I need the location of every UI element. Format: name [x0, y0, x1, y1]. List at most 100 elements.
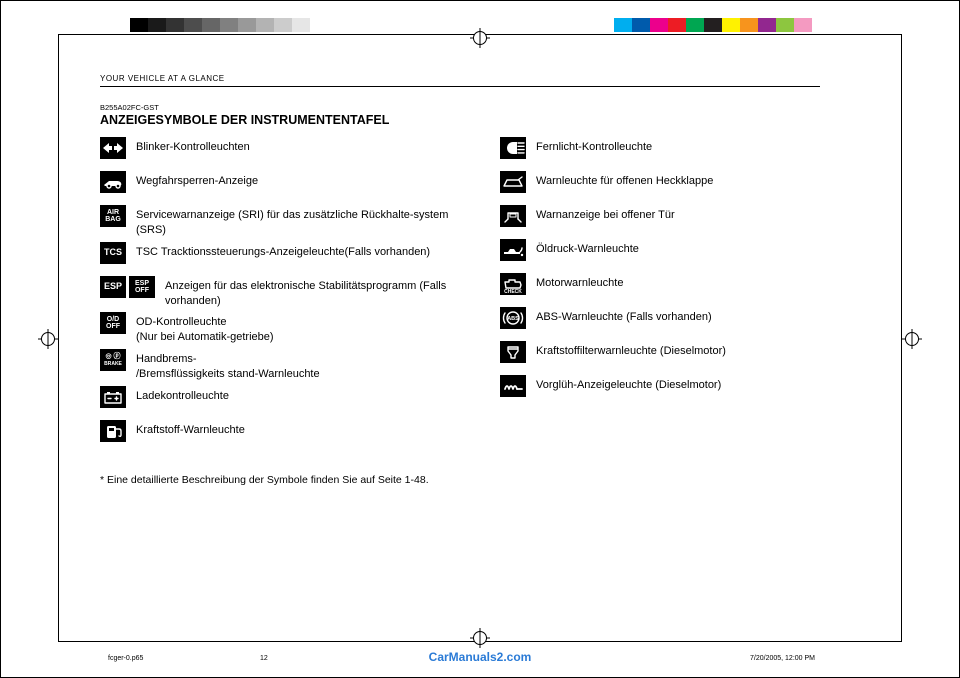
indicator-row: Warnanzeige bei offener Tür [500, 205, 860, 235]
tcs-icon: TCS [100, 242, 126, 264]
indicator-row: Vorglüh-Anzeigeleuchte (Dieselmotor) [500, 375, 860, 405]
battery-icon [100, 386, 126, 408]
indicator-label: Anzeigen für das elektronische Stabilitä… [165, 276, 460, 309]
footnote: * Eine detaillierte Beschreibung der Sym… [100, 474, 860, 486]
indicator-icon: CHECK [500, 273, 526, 295]
indicator-row: ◎ ⓟBRAKE Handbrems- /Bremsflüssigkeits st… [100, 349, 460, 382]
indicator-row: Wegfahrsperren-Anzeige [100, 171, 460, 201]
calibration-swatch [274, 18, 292, 32]
calibration-swatch [686, 18, 704, 32]
section-code: B255A02FC-GST [100, 103, 860, 112]
calibration-swatch [292, 18, 310, 32]
indicator-row: Öldruck-Warnleuchte [500, 239, 860, 269]
indicator-icon [500, 205, 526, 227]
indicator-label: Handbrems- /Bremsflüssigkeits stand-Warn… [136, 349, 320, 382]
abs-icon: ABS [500, 307, 526, 329]
indicator-label: TSC Tracktionssteuerungs-Anzeigeleuchte(… [136, 242, 430, 260]
color-calibration-bar [614, 18, 830, 32]
registration-mark-bottom [470, 628, 490, 648]
calibration-swatch [256, 18, 274, 32]
grayscale-calibration-bar [130, 18, 346, 32]
indicator-row: ABSABS-Warnleuchte (Falls vorhanden) [500, 307, 860, 337]
indicator-icon [500, 341, 526, 363]
indicator-row: Kraftstoffilterwarnleuchte (Dieselmotor) [500, 341, 860, 371]
svg-text:ABS: ABS [507, 316, 519, 322]
svg-text:CHECK: CHECK [504, 289, 522, 295]
indicator-label: Vorglüh-Anzeigeleuchte (Dieselmotor) [536, 375, 721, 393]
indicator-icon [100, 386, 126, 408]
calibration-swatch [650, 18, 668, 32]
fuelfilter-icon [500, 341, 526, 363]
indicator-row: CHECK Motorwarnleuchte [500, 273, 860, 303]
indicator-icon [100, 137, 126, 159]
watermark: CarManuals2.com [429, 650, 532, 664]
left-column: Blinker-Kontrolleuchten Wegfahrsperren-An… [100, 137, 460, 454]
indicator-label: Servicewarnanzeige (SRI) für das zusätzl… [136, 205, 460, 238]
section-title: ANZEIGESYMBOLE DER INSTRUMENTENTAFEL [100, 113, 860, 127]
indicator-icon [100, 171, 126, 193]
calibration-swatch [238, 18, 256, 32]
highbeam-icon [500, 137, 526, 159]
indicator-icon [500, 171, 526, 193]
indicator-row: ESPESP OFF Anzeigen für das elektronische… [100, 276, 460, 309]
indicator-icon [500, 239, 526, 261]
airbag-icon: AIR BAG [100, 205, 126, 227]
calibration-swatch [740, 18, 758, 32]
footer-page: 12 [260, 655, 268, 662]
indicator-icon: AIR BAG [100, 205, 126, 227]
calibration-swatch [328, 18, 346, 32]
check-icon: CHECK [500, 273, 526, 295]
indicator-row: TCS TSC Tracktionssteuerungs-Anzeigeleuch… [100, 242, 460, 272]
indicator-label: Öldruck-Warnleuchte [536, 239, 639, 257]
indicator-label: Ladekontrolleuchte [136, 386, 229, 404]
indicator-row: Blinker-Kontrolleuchten [100, 137, 460, 167]
calibration-swatch [794, 18, 812, 32]
indicator-label: Wegfahrsperren-Anzeige [136, 171, 258, 189]
right-column: Fernlicht-Kontrolleuchte Warnleuchte für … [500, 137, 860, 454]
indicator-row: Ladekontrolleuchte [100, 386, 460, 416]
odoff-icon: O/D OFF [100, 312, 126, 334]
calibration-swatch [202, 18, 220, 32]
registration-mark-left [38, 329, 58, 349]
indicator-icon: ESP [100, 276, 126, 298]
calibration-swatch [632, 18, 650, 32]
immob-icon [100, 171, 126, 193]
footer-date: 7/20/2005, 12:00 PM [750, 655, 815, 662]
running-head: YOUR VEHICLE AT A GLANCE [100, 74, 860, 85]
indicator-label: OD-Kontrolleuchte (Nur bei Automatik-get… [136, 312, 274, 345]
indicator-label: Kraftstoff-Warnleuchte [136, 420, 245, 438]
indicator-label: Motorwarnleuchte [536, 273, 623, 291]
turn-icon [100, 137, 126, 159]
indicator-label: Fernlicht-Kontrolleuchte [536, 137, 652, 155]
esp-icon: ESPESP OFF [100, 276, 155, 298]
indicator-icon [500, 375, 526, 397]
indicator-icon: O/D OFF [100, 312, 126, 334]
calibration-swatch [614, 18, 632, 32]
registration-mark-top [470, 28, 490, 48]
indicator-row: Warnleuchte für offenen Heckklappe [500, 171, 860, 201]
brake-icon: ◎ ⓟBRAKE [100, 349, 126, 371]
indicator-icon: ESP OFF [129, 276, 155, 298]
indicator-row: Kraftstoff-Warnleuchte [100, 420, 460, 450]
registration-mark-right [902, 329, 922, 349]
indicator-icon: TCS [100, 242, 126, 264]
calibration-swatch [758, 18, 776, 32]
indicator-icon [100, 420, 126, 442]
tailgate-icon [500, 171, 526, 193]
indicator-icon: ◎ ⓟBRAKE [100, 349, 126, 371]
calibration-swatch [812, 18, 830, 32]
calibration-swatch [776, 18, 794, 32]
indicator-row: O/D OFF OD-Kontrolleuchte (Nur bei Automa… [100, 312, 460, 345]
indicator-icon [500, 137, 526, 159]
indicator-icon: ABS [500, 307, 526, 329]
fuel-icon [100, 420, 126, 442]
calibration-swatch [148, 18, 166, 32]
indicator-label: Warnanzeige bei offener Tür [536, 205, 675, 223]
oil-icon [500, 239, 526, 261]
indicator-label: Warnleuchte für offenen Heckklappe [536, 171, 713, 189]
calibration-swatch [130, 18, 148, 32]
indicator-row: Fernlicht-Kontrolleuchte [500, 137, 860, 167]
symbol-columns: Blinker-Kontrolleuchten Wegfahrsperren-An… [100, 137, 860, 454]
glow-icon [500, 375, 526, 397]
door-icon [500, 205, 526, 227]
